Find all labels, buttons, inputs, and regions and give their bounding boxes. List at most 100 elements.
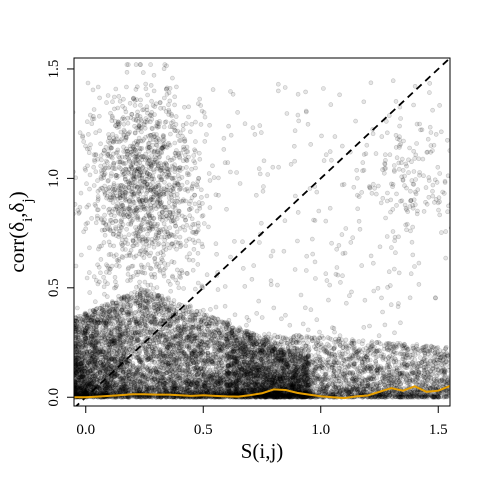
data-point — [220, 363, 225, 368]
data-point — [173, 309, 179, 314]
data-point — [144, 299, 150, 304]
data-point — [259, 394, 265, 400]
data-point — [272, 382, 278, 388]
data-point — [118, 327, 124, 333]
data-point — [215, 360, 221, 366]
data-point — [250, 344, 255, 349]
data-point — [113, 310, 118, 316]
data-point — [265, 356, 271, 361]
data-point — [121, 369, 126, 375]
data-point — [160, 333, 165, 339]
data-point — [83, 378, 89, 384]
data-point — [100, 387, 105, 393]
data-point — [132, 301, 138, 306]
data-point — [195, 365, 200, 370]
data-point — [183, 330, 188, 336]
data-point — [222, 372, 227, 378]
data-point — [83, 342, 88, 348]
data-point — [216, 348, 222, 353]
data-point — [217, 369, 223, 374]
data-point — [242, 355, 248, 360]
data-point — [218, 380, 223, 386]
data-point — [151, 360, 157, 365]
data-point — [132, 314, 138, 319]
data-point — [162, 377, 168, 383]
data-point — [160, 340, 165, 346]
data-point — [175, 375, 181, 381]
data-point — [202, 329, 208, 334]
data-point — [292, 360, 297, 366]
data-point — [144, 308, 150, 313]
data-point — [90, 355, 95, 361]
data-point — [93, 362, 99, 367]
data-point — [158, 321, 163, 327]
data-point — [146, 386, 152, 392]
data-point — [153, 367, 158, 373]
data-point — [189, 351, 194, 356]
data-point — [183, 356, 188, 362]
data-point — [158, 365, 164, 371]
data-point — [241, 388, 246, 394]
data-point — [94, 391, 100, 396]
data-point — [209, 331, 215, 337]
data-point — [217, 383, 223, 388]
data-point — [303, 369, 308, 375]
data-point — [274, 393, 280, 399]
data-point — [215, 365, 221, 370]
data-point — [120, 340, 126, 346]
data-point — [122, 378, 128, 383]
data-point — [129, 295, 135, 300]
data-point — [136, 320, 142, 326]
data-point — [175, 318, 181, 323]
data-point — [165, 363, 170, 368]
data-point — [189, 377, 195, 383]
data-point — [74, 381, 78, 386]
data-point — [190, 324, 196, 330]
data-point — [121, 376, 126, 382]
data-point — [278, 391, 284, 397]
data-point — [142, 321, 148, 326]
data-point — [169, 367, 174, 373]
data-point — [179, 384, 184, 390]
data-point — [231, 349, 236, 355]
data-point — [194, 335, 200, 341]
data-point — [120, 320, 126, 326]
data-point — [145, 330, 151, 335]
data-point — [302, 388, 308, 394]
data-point — [253, 381, 258, 387]
data-point — [149, 385, 155, 391]
data-point — [300, 366, 305, 372]
data-point — [111, 373, 117, 379]
data-point — [234, 353, 240, 359]
data-point — [150, 348, 155, 354]
data-point — [271, 381, 277, 386]
data-point — [144, 292, 150, 297]
data-point — [147, 295, 153, 301]
data-point — [189, 336, 195, 342]
data-point — [258, 365, 264, 370]
data-point — [143, 350, 149, 355]
data-point — [280, 393, 286, 399]
data-point — [203, 321, 209, 327]
data-point — [166, 353, 171, 359]
data-point — [116, 359, 122, 365]
data-point — [165, 300, 171, 305]
data-point — [149, 357, 155, 363]
data-point — [228, 362, 234, 368]
data-points — [74, 62, 450, 400]
data-point — [293, 377, 299, 383]
data-point — [156, 386, 162, 392]
data-point — [242, 342, 248, 348]
data-point — [89, 351, 95, 356]
data-point — [261, 371, 266, 377]
data-point — [87, 358, 92, 364]
data-point — [140, 374, 145, 379]
data-point — [200, 356, 205, 361]
data-point — [231, 338, 236, 344]
data-point — [188, 310, 194, 316]
data-point — [160, 375, 166, 381]
data-point — [186, 337, 192, 342]
data-point — [253, 365, 258, 371]
data-point — [271, 391, 277, 396]
data-point — [218, 377, 223, 383]
